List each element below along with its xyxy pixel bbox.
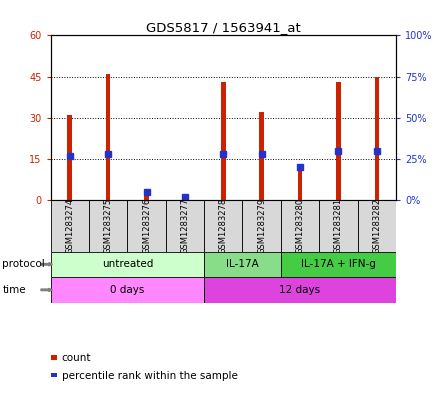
Bar bbox=[51, 252, 204, 277]
Text: 12 days: 12 days bbox=[279, 285, 321, 295]
Bar bbox=[166, 200, 204, 252]
Bar bbox=[204, 277, 396, 303]
Text: untreated: untreated bbox=[102, 259, 153, 269]
Text: GSM1283276: GSM1283276 bbox=[142, 198, 151, 254]
Bar bbox=[51, 277, 204, 303]
Bar bbox=[281, 200, 319, 252]
Bar bbox=[298, 165, 302, 200]
Bar bbox=[51, 200, 89, 252]
Bar bbox=[144, 195, 149, 200]
Bar bbox=[319, 200, 358, 252]
Title: GDS5817 / 1563941_at: GDS5817 / 1563941_at bbox=[146, 21, 301, 34]
Text: GSM1283282: GSM1283282 bbox=[372, 198, 381, 254]
Text: GSM1283275: GSM1283275 bbox=[104, 198, 113, 254]
Text: GSM1283281: GSM1283281 bbox=[334, 198, 343, 254]
Bar bbox=[67, 115, 72, 200]
Bar bbox=[183, 198, 187, 200]
Text: count: count bbox=[62, 353, 91, 363]
Text: GSM1283277: GSM1283277 bbox=[180, 198, 190, 254]
Text: GSM1283278: GSM1283278 bbox=[219, 198, 228, 254]
Bar bbox=[221, 82, 226, 200]
Text: protocol: protocol bbox=[2, 259, 45, 269]
Bar bbox=[89, 200, 127, 252]
Bar bbox=[242, 200, 281, 252]
Text: GSM1283280: GSM1283280 bbox=[296, 198, 304, 254]
Text: GSM1283274: GSM1283274 bbox=[65, 198, 74, 254]
Text: time: time bbox=[2, 285, 26, 295]
Text: GSM1283279: GSM1283279 bbox=[257, 198, 266, 254]
Bar bbox=[106, 74, 110, 200]
Bar bbox=[204, 252, 281, 277]
Bar bbox=[358, 200, 396, 252]
Text: 0 days: 0 days bbox=[110, 285, 145, 295]
Text: percentile rank within the sample: percentile rank within the sample bbox=[62, 371, 238, 381]
Text: IL-17A: IL-17A bbox=[226, 259, 259, 269]
Bar bbox=[259, 112, 264, 200]
Text: IL-17A + IFN-g: IL-17A + IFN-g bbox=[301, 259, 376, 269]
Bar bbox=[281, 252, 396, 277]
Bar bbox=[204, 200, 242, 252]
Bar bbox=[374, 77, 379, 200]
Bar bbox=[336, 82, 341, 200]
Bar bbox=[127, 200, 166, 252]
